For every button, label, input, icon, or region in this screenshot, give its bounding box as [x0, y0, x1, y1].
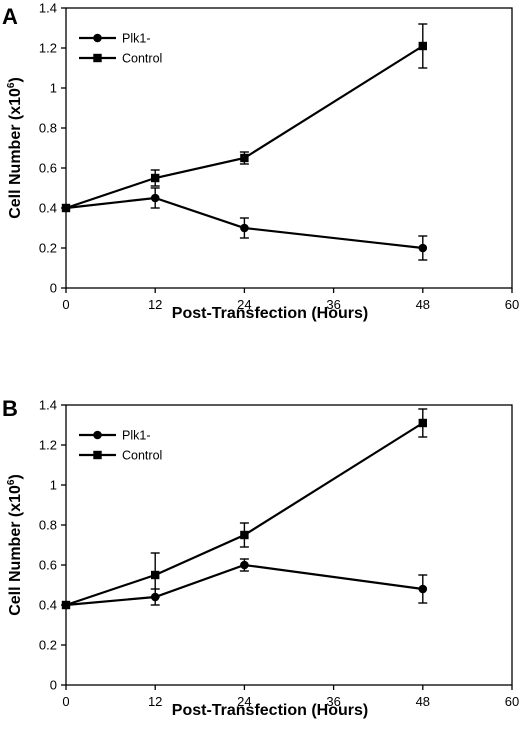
y-axis-title-exponent: 6 — [6, 82, 17, 88]
chart-panel-a: A 0 0.2 0.4 0.6 0.8 1 1.2 1.4 0 12 24 36 48 60 Post-Tra… — [2, 1, 519, 323]
panel-letter: A — [2, 4, 18, 29]
series-line — [65, 422, 424, 607]
x-tick-label: 12 — [148, 297, 162, 312]
data-point-square — [418, 418, 427, 428]
legend-entry: Plk1- — [79, 429, 150, 443]
y-axis-title: Cell Number (x106) — [6, 474, 24, 616]
legend-entry: Control — [79, 449, 162, 463]
y-tick-label: 1.2 — [39, 41, 57, 56]
y-tick-label: 1 — [50, 81, 57, 96]
legend-label: Control — [122, 449, 162, 463]
legend-marker-square — [93, 53, 102, 63]
legend-entry: Control — [79, 52, 162, 66]
y-tick-label: 0 — [50, 678, 57, 693]
data-point-square — [418, 41, 427, 51]
x-tick-label: 36 — [326, 297, 340, 312]
legend-label: Plk1- — [122, 429, 150, 443]
y-axis-title-close: ) — [7, 77, 24, 82]
y-axis-title-close: ) — [7, 474, 24, 479]
data-point-circle — [150, 193, 160, 203]
data-point-circle — [240, 223, 249, 233]
legend-marker-circle — [93, 430, 102, 440]
y-tick-label: 0.2 — [39, 241, 57, 256]
series-circle — [61, 187, 428, 261]
data-point-square — [240, 530, 249, 540]
x-tick-label: 48 — [416, 297, 430, 312]
y-tick-label: 1 — [50, 478, 57, 493]
x-tick-label: 12 — [148, 694, 162, 709]
data-point-square — [151, 173, 160, 183]
plot-frame — [65, 404, 513, 686]
series-line — [65, 563, 423, 607]
x-axis-title: Post-Transfection (Hours) — [172, 305, 368, 322]
legend-label: Plk1- — [122, 32, 150, 46]
series-line — [65, 45, 424, 210]
data-point-circle — [418, 584, 428, 594]
series-square — [61, 23, 428, 213]
series-circle — [61, 558, 428, 610]
y-tick-label: 0.8 — [39, 121, 57, 136]
y-tick-label: 1.4 — [39, 398, 57, 413]
y-axis-title-main: Cell Number (x10 — [7, 485, 24, 616]
data-point-square — [61, 600, 71, 610]
x-tick-label: 0 — [62, 297, 69, 312]
x-tick-label: 36 — [326, 694, 340, 709]
y-axis-title: Cell Number (x106) — [6, 77, 24, 219]
x-tick-label: 48 — [416, 694, 430, 709]
y-tick-label: 0 — [50, 281, 57, 296]
y-tick-label: 0.2 — [39, 638, 57, 653]
legend-label: Control — [122, 52, 162, 66]
y-tick-label: 1.2 — [39, 438, 57, 453]
y-tick-label: 0.6 — [39, 161, 57, 176]
y-tick-label: 0.6 — [39, 558, 57, 573]
x-tick-label: 60 — [505, 694, 519, 709]
y-tick-label: 0.4 — [39, 598, 57, 613]
plot-frame — [65, 7, 513, 289]
x-tick-label: 24 — [237, 694, 251, 709]
y-tick-label: 0.4 — [39, 201, 57, 216]
y-tick-label: 1.4 — [39, 1, 57, 16]
data-point-square — [61, 203, 71, 213]
y-axis-title-main: Cell Number (x10 — [7, 88, 24, 219]
y-axis-title-exponent: 6 — [6, 479, 17, 485]
data-point-square — [240, 153, 249, 163]
series-square — [61, 408, 428, 610]
data-point-circle — [240, 560, 249, 570]
panel-letter: B — [2, 396, 18, 421]
data-point-circle — [418, 243, 428, 253]
legend-marker-square — [93, 450, 102, 460]
chart-panel-b: B 0 0.2 0.4 0.6 0.8 1 1.2 1.4 0 12 24 36 48 60 Post-Tra… — [2, 396, 519, 719]
y-tick-label: 0.8 — [39, 518, 57, 533]
legend-marker-circle — [93, 33, 102, 43]
legend-entry: Plk1- — [79, 32, 150, 46]
x-axis-title: Post-Transfection (Hours) — [172, 702, 368, 719]
data-point-square — [151, 570, 160, 580]
series-line — [65, 196, 423, 250]
x-tick-label: 60 — [505, 297, 519, 312]
x-tick-label: 0 — [62, 694, 69, 709]
x-tick-label: 24 — [237, 297, 251, 312]
